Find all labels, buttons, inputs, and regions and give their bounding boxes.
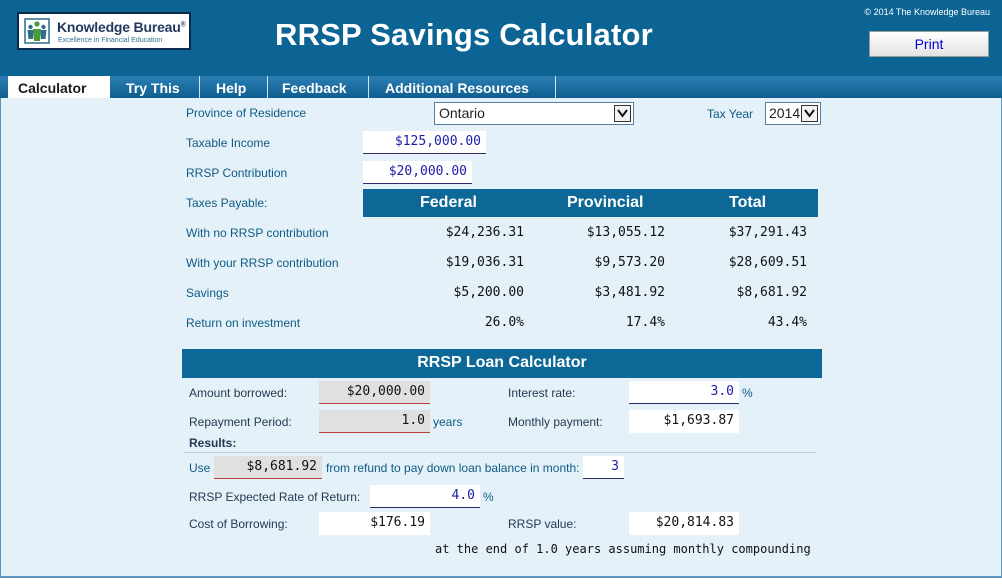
taxable-income-label: Taxable Income <box>186 136 271 150</box>
logo-tagline: Excellence in Financial Education <box>58 37 163 44</box>
amount-borrowed-label: Amount borrowed: <box>189 386 288 400</box>
calculator-panel: Province of Residence Ontario Tax Year 2… <box>0 98 1002 578</box>
total-value: $28,609.51 <box>728 255 807 270</box>
logo-people-icon <box>24 18 50 44</box>
percent-unit: % <box>742 386 753 400</box>
interest-rate-label: Interest rate: <box>508 386 576 400</box>
provincial-value: $3,481.92 <box>594 285 665 300</box>
amount-borrowed-field[interactable]: $20,000.00 <box>319 381 430 404</box>
tab-help[interactable]: Help <box>200 76 268 98</box>
results-label: Results: <box>189 436 237 450</box>
page-title: RRSP Savings Calculator <box>275 17 653 52</box>
chevron-down-icon[interactable] <box>614 105 631 122</box>
month-input[interactable]: 3 <box>583 456 624 479</box>
federal-value: 26.0% <box>484 315 524 330</box>
tax-year-label: Tax Year <box>707 107 754 121</box>
tax-year-select[interactable]: 2014 <box>765 102 821 125</box>
knowledge-bureau-logo[interactable]: Knowledge Bureau® Excellence in Financia… <box>17 12 191 50</box>
results-divider <box>184 452 816 453</box>
rrsp-value-value: $20,814.83 <box>629 512 739 535</box>
total-value: $37,291.43 <box>728 225 807 240</box>
tab-try-this[interactable]: Try This <box>110 76 200 98</box>
taxable-income-input[interactable]: $125,000.00 <box>363 131 486 154</box>
provincial-value: $9,573.20 <box>594 255 665 270</box>
use-label: Use <box>189 461 211 475</box>
logo-name: Knowledge Bureau® <box>57 19 186 35</box>
tab-calculator[interactable]: Calculator <box>8 76 110 98</box>
federal-value: $5,200.00 <box>453 285 524 300</box>
cost-of-borrowing-value: $176.19 <box>319 512 430 535</box>
repayment-period-field[interactable]: 1.0 <box>319 410 430 433</box>
chevron-down-icon[interactable] <box>801 105 818 122</box>
federal-value: $24,236.31 <box>445 225 524 240</box>
provincial-value: 17.4% <box>625 315 665 330</box>
loan-calculator-title: RRSP Loan Calculator <box>417 354 587 371</box>
row-label: Savings <box>186 286 229 300</box>
loan-calculator-header: RRSP Loan Calculator <box>182 349 822 378</box>
column-header-provincial: Provincial <box>567 194 644 211</box>
column-header-total: Total <box>729 194 767 211</box>
repayment-period-label: Repayment Period: <box>189 415 292 429</box>
monthly-payment-value: $1,693.87 <box>629 410 739 433</box>
expected-return-label: RRSP Expected Rate of Return: <box>189 490 361 504</box>
use-suffix-label: from refund to pay down loan balance in … <box>326 461 580 475</box>
interest-rate-input[interactable]: 3.0 <box>629 381 739 404</box>
copyright-text: © 2014 The Knowledge Bureau <box>864 7 990 17</box>
tax-year-select-value: 2014 <box>769 105 801 121</box>
rrsp-contribution-label: RRSP Contribution <box>186 166 288 180</box>
expected-return-input[interactable]: 4.0 <box>370 485 480 508</box>
percent-unit: % <box>483 490 494 504</box>
use-amount-field[interactable]: $8,681.92 <box>214 456 322 479</box>
taxes-payable-label: Taxes Payable: <box>186 196 268 210</box>
total-value: 43.4% <box>767 315 807 330</box>
monthly-payment-label: Monthly payment: <box>508 415 603 429</box>
taxes-table-header: Federal Provincial Total <box>363 189 818 217</box>
compounding-note: at the end of 1.0 years assuming monthly… <box>435 542 811 556</box>
row-label: With no RRSP contribution <box>186 226 329 240</box>
tab-bar: Calculator Try This Help Feedback Additi… <box>0 76 1002 98</box>
federal-value: $19,036.31 <box>445 255 524 270</box>
province-select-value: Ontario <box>439 105 485 121</box>
cost-of-borrowing-label: Cost of Borrowing: <box>189 517 288 531</box>
tab-additional-resources[interactable]: Additional Resources <box>369 76 556 98</box>
rrsp-contribution-input[interactable]: $20,000.00 <box>363 161 472 184</box>
total-value: $8,681.92 <box>736 285 807 300</box>
column-header-federal: Federal <box>420 194 477 211</box>
years-unit: years <box>433 415 463 429</box>
tab-feedback[interactable]: Feedback <box>268 76 369 98</box>
row-label: With your RRSP contribution <box>186 256 339 270</box>
header-bar: Knowledge Bureau® Excellence in Financia… <box>0 0 1002 76</box>
province-label: Province of Residence <box>186 106 307 120</box>
provincial-value: $13,055.12 <box>586 225 665 240</box>
row-label: Return on investment <box>186 316 301 330</box>
province-select[interactable]: Ontario <box>434 102 634 125</box>
rrsp-value-label: RRSP value: <box>508 517 577 531</box>
print-button[interactable]: Print <box>869 31 989 57</box>
